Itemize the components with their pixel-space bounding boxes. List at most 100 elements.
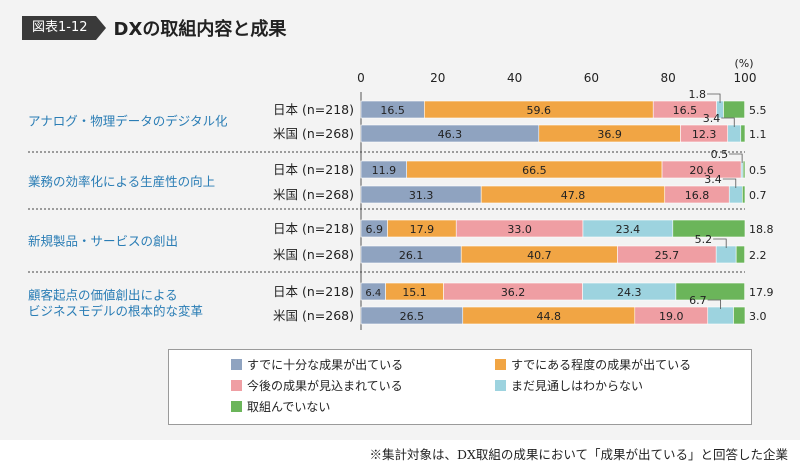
x-tick-label: 60 <box>584 71 599 85</box>
row-label: 日本 (n=218) <box>273 284 354 299</box>
data-label: 0.5 <box>711 148 729 161</box>
data-label: 1.1 <box>749 128 767 141</box>
data-label: 2.2 <box>749 249 767 262</box>
row-label: 日本 (n=218) <box>273 102 354 117</box>
data-label: 23.4 <box>616 223 641 236</box>
bar-segment <box>672 219 746 238</box>
data-label: 19.0 <box>659 310 684 323</box>
legend-item: 今後の成果が見込まれている <box>231 377 403 394</box>
unit-label: (%) <box>734 57 753 70</box>
data-label: 26.5 <box>400 310 425 323</box>
data-label: 33.0 <box>507 223 532 236</box>
data-label: 40.7 <box>527 249 552 262</box>
data-label: 16.8 <box>685 189 710 202</box>
data-label: 47.8 <box>561 189 586 202</box>
legend-label: 今後の成果が見込まれている <box>247 379 403 393</box>
data-label: 17.9 <box>749 286 774 299</box>
data-label: 11.9 <box>372 164 397 177</box>
data-label: 3.4 <box>703 112 721 125</box>
group-label: アナログ・物理データのデジタル化 <box>28 114 228 129</box>
leader-line <box>707 93 721 103</box>
legend-swatch <box>495 359 506 370</box>
bar-segment <box>727 124 742 143</box>
row-label: 米国 (n=268) <box>273 126 354 141</box>
data-label: 6.4 <box>365 288 381 299</box>
x-tick-label: 0 <box>357 71 365 85</box>
data-label: 5.2 <box>695 233 713 246</box>
data-label: 3.4 <box>704 173 722 186</box>
data-label: 20.6 <box>689 164 714 177</box>
data-label: 36.9 <box>597 128 622 141</box>
data-label: 1.8 <box>689 88 707 101</box>
legend-swatch <box>231 380 242 391</box>
legend-item: すでに十分な成果が出ている <box>231 356 403 373</box>
bar-segment <box>733 306 746 325</box>
legend-label: まだ見通しはわからない <box>511 379 644 393</box>
bar-segment <box>707 306 734 325</box>
data-label: 16.5 <box>673 104 698 117</box>
data-label: 46.3 <box>438 128 463 141</box>
legend-swatch <box>495 380 506 391</box>
figure-panel: 図表1-12 DXの取組内容と成果 0 20 40 60 80 100 (%) アナログ・物理… <box>0 0 800 440</box>
bar-segment <box>728 185 743 204</box>
data-label: 6.7 <box>689 294 707 307</box>
bar-segment <box>723 100 745 119</box>
bar-segment <box>740 124 746 143</box>
legend: すでに十分な成果が出ている すでにある程度の成果が出ている今後の成果が見込まれてい… <box>168 349 752 425</box>
leader-line <box>713 238 727 248</box>
data-label: 31.3 <box>409 189 434 202</box>
data-label: 44.8 <box>537 310 562 323</box>
data-label: 36.2 <box>501 286 526 299</box>
row-label: 日本 (n=218) <box>273 221 354 236</box>
chart-title: DXの取組内容と成果 <box>113 19 287 40</box>
group-label: ビジネスモデルの根本的な変革 <box>28 304 203 319</box>
data-label: 18.8 <box>749 223 774 236</box>
figure-label-arrow <box>95 16 106 40</box>
leader-line <box>729 153 743 163</box>
data-label: 16.5 <box>380 104 405 117</box>
data-label: 17.9 <box>410 223 435 236</box>
figure-label: 図表1-12 <box>22 16 96 40</box>
data-label: 15.1 <box>402 286 427 299</box>
data-label: 0.7 <box>749 189 767 202</box>
row-label: 米国 (n=268) <box>273 247 354 262</box>
data-label: 66.5 <box>522 164 547 177</box>
footnote: ※集計対象は、DX取組の成果において「成果が出ている」と回答した企業 <box>369 447 788 462</box>
data-label: 0.5 <box>749 164 767 177</box>
data-label: 26.1 <box>399 249 424 262</box>
legend-item: 取組んでいない <box>231 398 330 415</box>
row-label: 米国 (n=268) <box>273 187 354 202</box>
x-tick-label: 40 <box>507 71 522 85</box>
x-tick-label: 20 <box>430 71 445 85</box>
data-label: 59.6 <box>527 104 552 117</box>
leader-line <box>722 178 737 188</box>
x-tick-label: 80 <box>661 71 676 85</box>
bar-segment <box>735 245 745 264</box>
leader-line <box>707 299 722 309</box>
row-label: 日本 (n=218) <box>273 162 354 177</box>
data-label: 5.5 <box>749 104 767 117</box>
legend-label: 取組んでいない <box>247 400 331 414</box>
leader-line <box>721 117 735 127</box>
bar-segment <box>715 245 737 264</box>
bar-segment <box>742 185 746 204</box>
data-label: 12.3 <box>692 128 717 141</box>
group-label: 新規製品・サービスの創出 <box>28 234 178 249</box>
figure-header: 図表1-12 DXの取組内容と成果 <box>22 16 286 40</box>
bar-segment <box>675 282 745 301</box>
group-label: 業務の効率化による生産性の向上 <box>28 174 215 189</box>
legend-item: まだ見通しはわからない <box>495 377 643 394</box>
legend-label: すでに十分な成果が出ている <box>247 358 404 372</box>
legend-swatch <box>231 401 242 412</box>
data-label: 6.9 <box>365 223 383 236</box>
row-label: 米国 (n=268) <box>273 308 354 323</box>
data-label: 3.0 <box>749 310 767 323</box>
legend-item: すでにある程度の成果が出ている <box>495 356 691 373</box>
bar-segment <box>742 160 746 179</box>
data-label: 24.3 <box>617 286 642 299</box>
group-label: 顧客起点の価値創出による <box>28 288 178 303</box>
legend-swatch <box>231 359 242 370</box>
data-label: 25.7 <box>655 249 680 262</box>
x-tick-label: 100 <box>734 71 757 85</box>
